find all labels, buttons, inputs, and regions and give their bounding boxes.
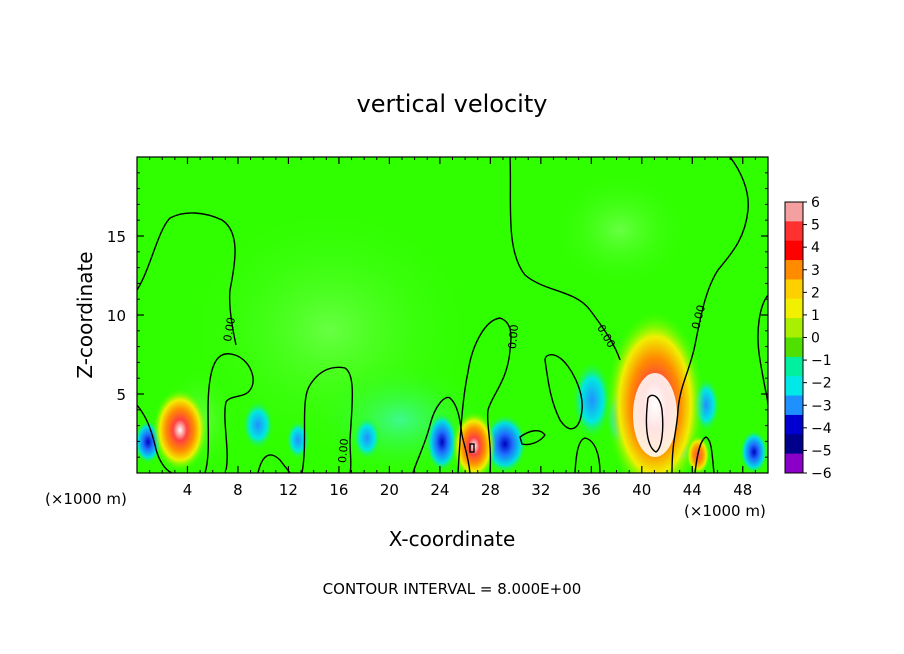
colorbar-swatch xyxy=(785,356,803,377)
x-tick-label: 28 xyxy=(481,481,500,499)
downdraft-cell xyxy=(286,420,310,460)
colorbar-label: 5 xyxy=(811,218,820,234)
contour-line xyxy=(574,437,601,473)
colorbar-label: 3 xyxy=(811,263,820,279)
updraft-high-contour xyxy=(469,443,475,453)
contour-line xyxy=(757,294,768,406)
updraft-high-contour xyxy=(645,394,664,453)
y-axis-label: Z-coordinate xyxy=(73,251,97,378)
colorbar-label: 2 xyxy=(811,285,820,301)
contour-interval-text: CONTOUR INTERVAL = 8.000E+00 xyxy=(323,580,582,598)
colorbar-label: −5 xyxy=(811,443,832,459)
colorbar-swatch xyxy=(785,453,803,474)
x-tick-label: 16 xyxy=(329,481,348,499)
contour-line xyxy=(509,157,621,361)
contour-label: 0.00 xyxy=(689,304,708,331)
contour-line xyxy=(694,436,715,473)
downdraft-cell xyxy=(426,412,458,472)
downdraft-cell xyxy=(740,430,768,473)
colorbar-label: 4 xyxy=(811,240,820,256)
contour-line xyxy=(544,353,583,430)
x-tick-label: 36 xyxy=(582,481,601,499)
colorbar-swatch xyxy=(785,221,803,242)
x-tick-label: 24 xyxy=(430,481,449,499)
x-tick-label: 20 xyxy=(380,481,399,499)
zero-contours xyxy=(137,157,768,473)
contour-line xyxy=(301,366,354,473)
colorbar-label: −4 xyxy=(811,421,832,437)
colorbar-swatch xyxy=(785,434,803,455)
colorbar-swatch xyxy=(785,414,803,435)
colorbar-swatch xyxy=(785,279,803,300)
contour-line xyxy=(137,404,173,473)
contour-line xyxy=(519,430,546,446)
y-tick-label: 15 xyxy=(107,228,126,246)
x-tick-label: 44 xyxy=(683,481,702,499)
contour-line xyxy=(137,212,237,346)
x-tick-label: 48 xyxy=(733,481,752,499)
x-tick-label: 4 xyxy=(183,481,193,499)
updraft-cell xyxy=(152,388,208,472)
x-unit-right: (×1000 m) xyxy=(684,502,766,520)
downdraft-cell xyxy=(572,360,612,440)
colorbar-swatch xyxy=(785,202,803,222)
colorbar-label: −3 xyxy=(811,398,832,414)
colorbar-label: 0 xyxy=(811,331,820,347)
colorbar-label: −1 xyxy=(811,353,832,369)
x-tick-label: 12 xyxy=(279,481,298,499)
contour-line xyxy=(412,396,471,473)
updraft-cell xyxy=(452,411,496,473)
chart-title: vertical velocity xyxy=(357,90,548,118)
colorbar-swatch xyxy=(785,318,803,338)
downdraft-cell xyxy=(242,400,274,450)
colorbar-label: −6 xyxy=(811,466,832,482)
contour-label: 0.00 xyxy=(221,316,238,342)
colorbar-label: 6 xyxy=(811,195,820,211)
x-tick-label: 40 xyxy=(632,481,651,499)
colorbar-swatch xyxy=(785,298,803,319)
contour-line xyxy=(457,317,512,473)
colorbar-swatch xyxy=(785,337,803,358)
contour-label: 0.00 xyxy=(336,438,351,464)
x-axis-label: X-coordinate xyxy=(389,527,516,551)
colorbar-swatch xyxy=(785,376,803,397)
colorbar-swatch xyxy=(785,240,803,261)
y-tick-label: 5 xyxy=(116,386,126,404)
y-tick-label: 10 xyxy=(107,307,126,325)
downdraft-cell xyxy=(353,416,381,460)
contour-label: 0.00 xyxy=(506,324,521,350)
y-axis: 5 10 15 xyxy=(107,172,768,458)
colorbar-label: −2 xyxy=(811,376,832,392)
field-shade xyxy=(550,170,690,290)
colorbar-swatch xyxy=(785,260,803,280)
updraft-core xyxy=(633,373,677,457)
contour-line xyxy=(204,353,254,473)
colorbar: 6 5 4 3 2 1 0 −1 −2 −3 −4 −5 −6 xyxy=(784,195,832,482)
plot-field xyxy=(137,157,768,473)
contour-line xyxy=(671,157,749,473)
colorbar-swatch xyxy=(785,395,803,416)
x-axis: 4 8 12 16 20 24 28 32 36 40 44 48 xyxy=(149,157,756,499)
x-unit-left: (×1000 m) xyxy=(45,490,127,508)
x-tick-label: 8 xyxy=(233,481,243,499)
contour-labels: 0.00 0.00 0.00 0.00 0.00 xyxy=(221,304,708,464)
colorbar-label: 1 xyxy=(811,308,820,324)
x-tick-label: 32 xyxy=(531,481,550,499)
